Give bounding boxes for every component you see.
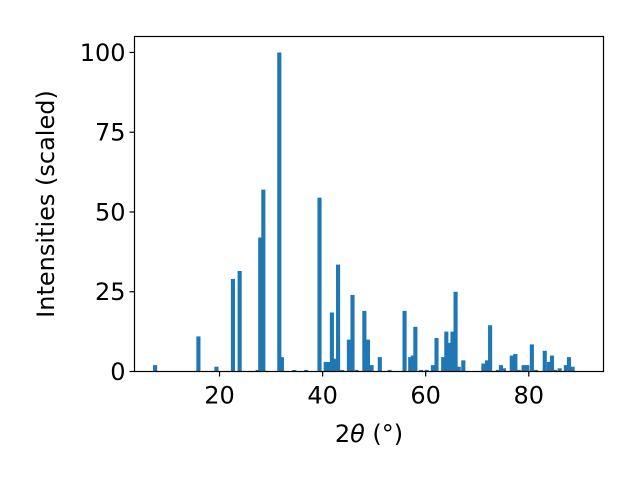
bar-34 (434, 338, 439, 372)
bar-35 (441, 357, 446, 372)
bar-25 (377, 357, 382, 372)
bars-group (153, 52, 575, 372)
x-axis-label: 2θ (°) (335, 420, 403, 448)
y-axis-label: Intensities (scaled) (32, 90, 60, 318)
bar-52 (525, 365, 530, 372)
plot-frame (133, 35, 605, 373)
bar-18 (340, 369, 345, 372)
bar-54 (533, 369, 539, 372)
bar-32 (424, 369, 429, 372)
bar-22 (362, 310, 367, 372)
bar-62 (570, 366, 575, 372)
bar-55 (542, 350, 547, 372)
bar-0 (153, 365, 158, 372)
bar-4 (237, 271, 242, 372)
bar-6 (258, 237, 263, 372)
bar-29 (410, 355, 415, 372)
bar-50 (516, 369, 522, 372)
bar-57 (549, 355, 555, 372)
bar-12 (317, 197, 322, 372)
bar-21 (354, 369, 359, 372)
bar-49 (513, 353, 518, 372)
x-tick-label-80: 80 (513, 382, 544, 410)
bar-45 (495, 369, 500, 372)
bar-42 (481, 363, 486, 372)
bar-8 (277, 52, 282, 372)
bar-30 (413, 326, 418, 372)
bar-44 (488, 325, 493, 372)
bar-19 (346, 339, 351, 372)
bar-28 (408, 357, 413, 372)
bar-61 (566, 357, 572, 372)
bar-15 (329, 312, 334, 372)
x-axis-label-prefix: 2 (335, 420, 350, 448)
x-axis-label-theta: θ (350, 420, 365, 448)
bar-13 (323, 361, 328, 372)
x-tick-label-20: 20 (204, 382, 235, 410)
bar-20 (350, 294, 355, 372)
bar-7 (261, 189, 266, 372)
bar-31 (418, 369, 424, 372)
y-tick-label-0: 0 (110, 358, 125, 386)
bar-17 (336, 264, 341, 372)
bar-59 (557, 368, 562, 372)
bar-58 (552, 369, 558, 372)
bar-41 (461, 360, 466, 372)
x-tick-label-60: 60 (410, 382, 441, 410)
bar-46 (498, 365, 503, 372)
bar-53 (529, 344, 534, 372)
bar-11 (304, 369, 309, 372)
x-tick-label-40: 40 (307, 382, 338, 410)
bar-14 (326, 361, 331, 372)
bar-38 (450, 331, 455, 372)
bar-33 (430, 365, 435, 372)
bar-2 (214, 366, 219, 372)
y-ticks-group: 0 25 50 75 100 (80, 39, 135, 386)
bar-56 (546, 361, 551, 372)
bar-37 (447, 342, 452, 372)
y-tick-label-100: 100 (80, 39, 126, 67)
bar-43 (484, 360, 490, 372)
x-ticks-group: 20 40 60 80 (204, 371, 544, 410)
y-tick-label-50: 50 (95, 198, 126, 226)
bar-47 (501, 368, 507, 372)
x-axis-label-suffix: (°) (365, 420, 403, 448)
bar-5 (255, 369, 260, 372)
bar-26 (387, 369, 392, 372)
bar-48 (509, 355, 514, 372)
bar-24 (369, 365, 374, 372)
bar-60 (563, 365, 568, 372)
y-tick-label-25: 25 (95, 278, 126, 306)
bar-39 (453, 291, 458, 372)
bar-9 (279, 357, 284, 372)
bar-1 (196, 336, 201, 372)
bar-3 (230, 278, 235, 372)
bar-40 (456, 366, 461, 372)
bar-51 (521, 365, 526, 372)
bar-36 (444, 331, 449, 372)
y-tick-label-75: 75 (95, 119, 126, 147)
bar-16 (332, 358, 338, 372)
bar-10 (292, 369, 297, 372)
bar-27 (402, 310, 407, 372)
bar-23 (365, 339, 371, 372)
